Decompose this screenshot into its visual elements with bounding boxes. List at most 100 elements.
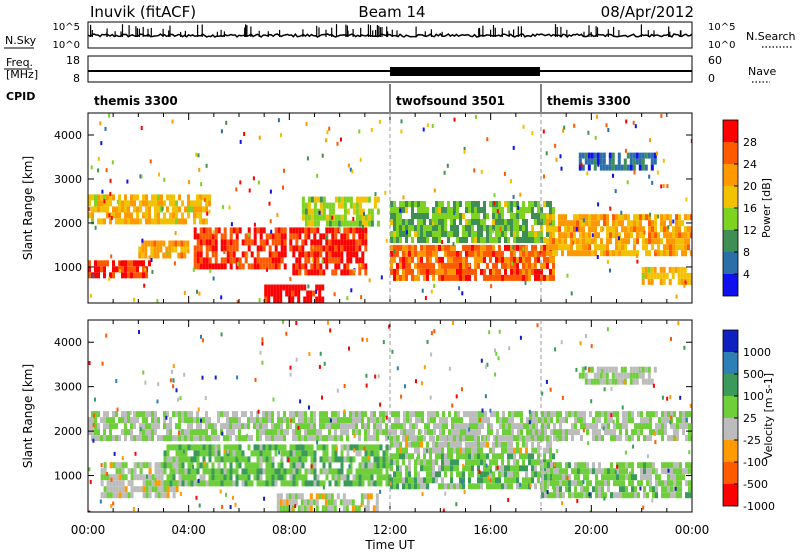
heatmap-cell [280,417,283,424]
heatmap-cell [250,251,254,258]
heatmap-cell [88,200,91,207]
heatmap-cell [488,330,491,335]
heatmap-cell [664,492,667,499]
heatmap-cell [139,272,142,279]
heatmap-cell [316,214,320,221]
heatmap-cell [163,417,166,424]
heatmap-cell [304,450,308,457]
heatmap-cell [468,447,471,454]
heatmap-cell [427,429,430,436]
heatmap-cell [271,474,275,481]
heatmap-cell [153,246,157,253]
heatmap-cell [420,207,423,213]
heatmap-cell [546,201,549,207]
heatmap-cell [229,450,233,457]
heatmap-cell [642,214,645,221]
heatmap-cell [423,207,426,213]
heatmap-cell [529,483,532,488]
heatmap-cell [670,468,673,475]
heatmap-cell [333,292,336,297]
heatmap-cell [429,477,432,484]
heatmap-cell [556,417,559,424]
heatmap-cell [253,417,256,424]
heatmap-cell [348,499,352,506]
heatmap-cell [241,474,245,481]
heatmap-cell [559,492,562,499]
heatmap-cell [426,225,429,231]
heatmap-cell [469,435,472,442]
heatmap-cell [647,152,651,159]
heatmap-cell [559,429,562,436]
heatmap-cell [285,284,289,291]
heatmap-cell [511,429,514,436]
heatmap-cell [554,143,557,148]
heatmap-cell [659,266,663,273]
heatmap-cell [406,411,409,418]
heatmap-cell [177,397,180,402]
heatmap-cell [483,244,486,251]
heatmap-cell [328,456,332,463]
heatmap-cell [579,214,582,221]
heatmap-cell [510,447,513,454]
heatmap-cell [589,411,592,418]
heatmap-cell [334,429,337,436]
heatmap-cell [684,238,687,245]
heatmap-cell [373,202,377,209]
heatmap-cell [319,239,323,246]
heatmap-cell [238,456,242,463]
heatmap-cell [502,435,505,442]
heatmap-cell [355,257,359,264]
heatmap-cell [402,231,405,237]
heatmap-cell [265,411,268,418]
heatmap-cell [648,238,651,245]
heatmap-cell [647,278,651,285]
heatmap-cell [600,244,603,251]
heatmap-cell [187,456,191,463]
heatmap-cell [301,196,305,203]
heatmap-cell [318,290,322,297]
heatmap-cell [390,237,393,243]
heatmap-cell [178,423,181,430]
heatmap-cell [441,240,444,244]
heatmap-cell [634,486,637,493]
heatmap-cell [313,233,317,240]
heatmap-cell [678,220,681,227]
heatmap-cell [577,429,580,436]
heatmap-cell [612,419,615,424]
heatmap-cell [577,468,580,475]
heatmap-cell [247,435,250,442]
heatmap-cell [490,423,493,430]
heatmap-cell [670,462,673,469]
heatmap-cell [278,450,281,455]
heatmap-cell [312,244,315,249]
heatmap-cell [680,272,684,279]
heatmap-cell [525,231,528,237]
heatmap-cell [507,207,510,213]
heatmap-cell [331,220,335,227]
heatmap-cell [677,278,681,285]
heatmap-cell [477,262,480,269]
heatmap-cell [606,232,609,239]
heatmap-cell [568,462,571,469]
nsky-spikes [89,24,682,37]
heatmap-cell [199,251,203,258]
heatmap-cell [334,450,338,457]
heatmap-cell [178,456,182,463]
heatmap-cell [507,237,510,243]
heatmap-cell [143,283,146,288]
heatmap-cell [396,465,399,472]
heatmap-cell [417,256,420,263]
heatmap-cell [259,227,263,234]
heatmap-cell [552,238,555,245]
heatmap-cell [263,496,266,501]
heatmap-cell [431,218,434,223]
heatmap-cell [497,356,500,361]
heatmap-cell [534,447,537,454]
heatmap-cell [103,492,107,499]
heatmap-cell [683,266,687,273]
heatmap-cell [229,435,232,442]
heatmap-cell [519,250,522,257]
heatmap-cell [399,262,402,269]
heatmap-cell [205,257,209,264]
